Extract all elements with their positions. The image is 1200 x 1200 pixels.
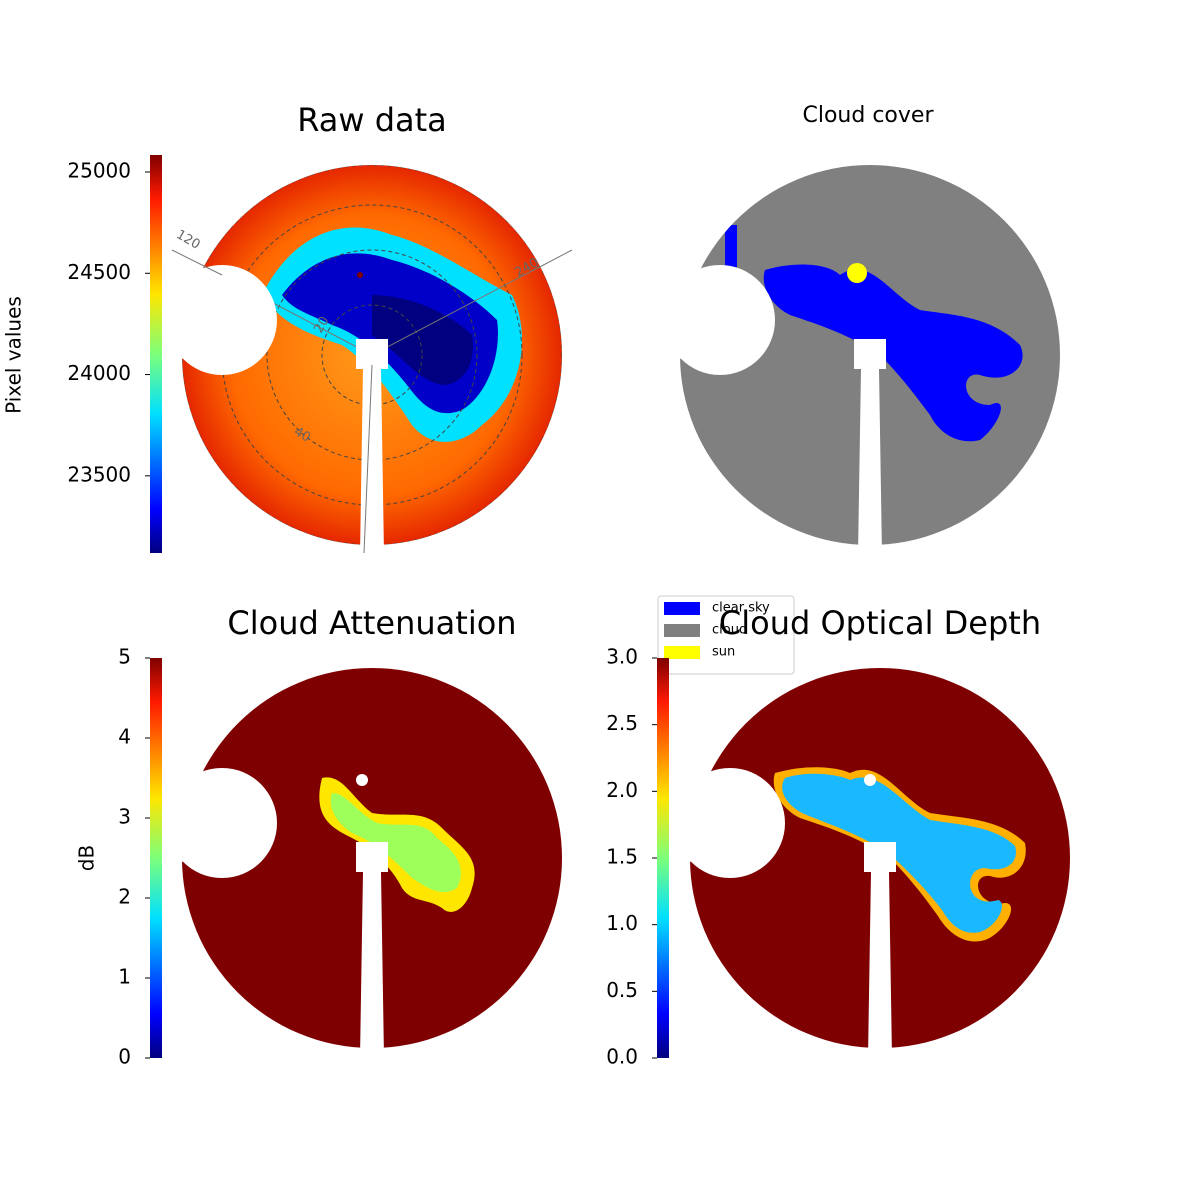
legend-swatch xyxy=(664,624,700,637)
colorbar-tick-label: 24000 xyxy=(67,361,131,385)
colorbar-tick-label: 5 xyxy=(118,645,131,669)
colorbar-tick-label: 23500 xyxy=(67,462,131,486)
panel-title: Cloud Attenuation xyxy=(227,604,516,642)
legend-label: cloud xyxy=(712,623,747,638)
colorbar-tick-label: 2.0 xyxy=(606,778,638,802)
colorbar-tick-label: 3 xyxy=(118,805,131,829)
polar-annotation: 40 xyxy=(291,424,313,445)
panel-title: Raw data xyxy=(297,101,447,139)
colorbar xyxy=(657,658,669,1058)
legend-label: sun xyxy=(712,645,735,660)
cloud-cover-image xyxy=(670,155,1070,555)
colorbar-tick-label: 0 xyxy=(118,1045,131,1069)
colorbar xyxy=(150,658,162,1058)
panel-title: Cloud cover xyxy=(803,103,935,128)
panel-title: Cloud Optical Depth xyxy=(719,604,1041,642)
legend-swatch xyxy=(664,646,700,659)
colorbar-tick-label: 1.0 xyxy=(606,911,638,935)
colorbar-tick-label: 4 xyxy=(118,725,131,749)
legend-label: clear sky xyxy=(712,601,770,616)
colorbar xyxy=(150,155,162,553)
colorbar-tick-label: 0.5 xyxy=(606,978,638,1002)
colorbar-tick-label: 24500 xyxy=(67,260,131,284)
colorbar-label: dB xyxy=(75,845,99,871)
raw-image xyxy=(171,155,573,555)
legend-swatch xyxy=(664,602,700,615)
colorbar-tick-label: 3.0 xyxy=(606,645,638,669)
colorbar-tick-label: 1 xyxy=(118,965,131,989)
colorbar-tick-label: 2 xyxy=(118,885,131,909)
colorbar-label: Pixel values xyxy=(2,296,26,414)
colorbar-tick-label: 1.5 xyxy=(606,845,638,869)
colorbar-tick-label: 0.0 xyxy=(606,1045,638,1069)
colorbar-tick-label: 2.5 xyxy=(606,711,638,735)
polar-annotation: 20 xyxy=(311,314,332,336)
colorbar-tick-label: 25000 xyxy=(67,159,131,183)
attenuation-image xyxy=(172,658,572,1058)
optical-depth-image xyxy=(680,658,1080,1058)
